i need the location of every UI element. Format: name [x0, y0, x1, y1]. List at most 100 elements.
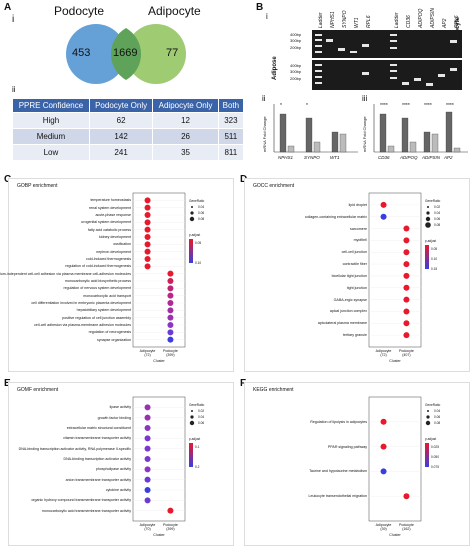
term-label: renal system development: [89, 205, 131, 210]
term-label: urogenital system development: [81, 220, 131, 225]
bar-category-label: ADIPSIN: [422, 155, 441, 160]
enrichment-dot: [144, 212, 151, 218]
enrichment-dot: [167, 292, 174, 299]
table-cell: 323: [217, 112, 245, 129]
gel-marker: 300bp: [290, 38, 302, 43]
gel-marker: 300bp: [290, 69, 302, 74]
term-label: Leukocyte transendothelial migration: [308, 494, 367, 499]
gel-marker: 200bp: [290, 76, 302, 81]
table-cell: 241: [88, 144, 154, 161]
x-axis-label: Cluster: [153, 359, 165, 363]
bar: [431, 133, 439, 153]
significance-stars: *: [280, 103, 282, 109]
panel-label-a: A: [4, 2, 12, 13]
x-tick-label: Podocyte (162): [398, 523, 414, 531]
legend-size-value: 0.06: [434, 217, 441, 221]
bar: [279, 113, 287, 153]
x-tick-label: Podocyte (399): [162, 349, 178, 357]
table-header: Podocyte Only: [88, 98, 154, 113]
legend-color-title: p.adjust: [425, 239, 437, 243]
enrichment-dot: [403, 249, 410, 256]
term-label: kidney development: [99, 235, 131, 239]
bar: [409, 141, 417, 153]
term-label: contractile fiber: [342, 262, 367, 267]
term-label: monocarboxylic acid transport: [83, 293, 131, 298]
venn-circles: [66, 24, 186, 84]
dot-plot-svg: [368, 396, 431, 522]
term-label: regulation of nervous system development: [63, 286, 131, 291]
legend-color-title: p.adjust: [189, 437, 201, 441]
panel-label-bii: ii: [262, 94, 266, 103]
term-label: vitamin transmembrane transporter activi…: [63, 436, 131, 441]
table-header: PPRE Confidence: [12, 98, 90, 113]
legend-size-dot: [426, 415, 430, 419]
legend-color-value: 0.10: [431, 257, 438, 261]
x-tick-label: Adipocyte (39): [375, 523, 392, 531]
enrichment-dot: [167, 336, 174, 343]
enrichment-dot: [144, 497, 151, 504]
bar: [287, 145, 295, 153]
legend-color-value: 0.05: [431, 247, 438, 251]
legend-size-value: 0.06: [434, 415, 441, 419]
enrichment-dot: [144, 487, 151, 493]
legend-color-value: 0.05: [195, 241, 202, 245]
table-cell: High: [12, 112, 90, 129]
term-label: tertiary granule: [343, 333, 367, 338]
x-tick-label: Podocyte (407): [398, 349, 414, 357]
bar-category-label: ADIPOQ: [400, 155, 418, 160]
x-tick-label: Adipocyte (70): [139, 523, 156, 531]
term-label: growth factor binding: [97, 415, 131, 420]
panel-label-biii: iii: [362, 94, 368, 103]
bar: [423, 131, 431, 153]
enrichment-dot: [403, 272, 410, 279]
legend-size-dot: [189, 216, 195, 222]
legend-size-value: 0.04: [198, 415, 205, 419]
enrichment-dot: [403, 237, 410, 244]
gel-image-bottom: [312, 60, 462, 90]
gocc-enrichment-panel: GOCC enrichment lipid droplet collagen-con…: [244, 178, 470, 372]
plot-frame: [368, 192, 422, 348]
term-label: fatty acid catabolic process: [87, 227, 131, 232]
term-label: DNA-binding transcription activator acti…: [18, 446, 131, 451]
enrichment-dot: [167, 307, 174, 314]
enrichment-dot: [144, 241, 151, 248]
panel-label-e: E: [4, 378, 11, 389]
panel-label-bi: i: [266, 12, 268, 21]
legend-size-value: 0.06: [198, 421, 205, 425]
enrichment-dot: [380, 201, 387, 208]
chart-title: GOMF enrichment: [17, 387, 59, 393]
venn-left-title: Podocyte: [54, 4, 105, 18]
enrichment-dot: [144, 466, 151, 473]
legend-size-title: GeneRatio: [189, 403, 205, 407]
table-header: Both: [217, 98, 245, 113]
legend-size-title: GeneRatio: [425, 403, 441, 407]
term-label: ossification: [113, 242, 131, 247]
term-label: cytokine activity: [105, 488, 131, 492]
legend-size-dot: [427, 410, 429, 412]
panel-label-c: C: [4, 174, 11, 185]
significance-stars: ****: [402, 103, 410, 109]
panel-label-b: B: [256, 2, 264, 13]
enrichment-dot: [144, 263, 151, 270]
legend-size-value: 0.02: [198, 409, 205, 413]
dot-plot-svg: [368, 192, 431, 348]
bar-iii-svg: [373, 104, 468, 153]
term-label: DNA-binding transcription activator acti…: [63, 457, 131, 461]
legend-color-bar: [189, 443, 193, 467]
legend-size-dot: [425, 216, 431, 222]
significance-stars: ****: [380, 103, 388, 109]
x-tick-label: Adipocyte (72): [375, 349, 392, 357]
legend-size-dot: [190, 211, 194, 215]
enrichment-dot: [167, 507, 174, 514]
enrichment-dot: [144, 425, 151, 431]
table-row: Low 241 35 811: [12, 144, 245, 161]
enrichment-dot: [403, 320, 410, 327]
bar-category-label: AP2: [444, 155, 453, 160]
enrichment-dot: [144, 234, 151, 240]
legend-color-value: 0.025: [431, 445, 439, 449]
bar-category-label: NPHS1: [278, 155, 294, 160]
gel-bands: [315, 34, 457, 86]
term-label: lipid droplet: [348, 202, 367, 207]
term-label: lipase activity: [109, 405, 131, 410]
term-label: acute-phase response: [95, 213, 131, 217]
